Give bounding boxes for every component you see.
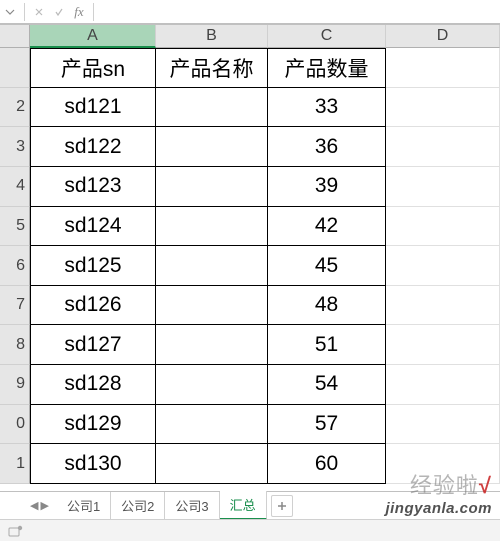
confirm-icon [49,2,69,22]
column-header-d[interactable]: D [386,25,500,48]
cell[interactable]: sd122 [30,127,156,167]
empty-cell[interactable] [386,88,500,128]
table-row: sd127 51 [30,325,500,365]
cell[interactable]: 33 [268,88,386,128]
cell[interactable] [156,365,268,405]
cell[interactable] [156,325,268,365]
cell[interactable] [156,246,268,286]
cell[interactable]: sd130 [30,444,156,484]
cell[interactable]: 57 [268,405,386,445]
header-cell[interactable]: 产品名称 [156,48,268,88]
formula-bar-separator [24,3,25,21]
row-header[interactable]: 1 [0,444,30,484]
row-header[interactable]: 3 [0,127,30,167]
row-header[interactable]: 8 [0,325,30,365]
cell[interactable]: sd127 [30,325,156,365]
row-header[interactable]: 4 [0,167,30,207]
empty-cell[interactable] [386,444,500,484]
column-headers: A B C D [30,25,500,48]
column-header-c[interactable]: C [268,25,386,48]
table-row: sd126 48 [30,286,500,326]
add-sheet-button[interactable] [271,495,293,517]
tab-nav-next-icon: ▶ [40,499,48,512]
row-header[interactable]: 7 [0,286,30,326]
cell[interactable]: sd124 [30,207,156,247]
row-headers: 2 3 4 5 6 7 8 9 0 1 [0,25,30,484]
cancel-icon [29,2,49,22]
column-header-a[interactable]: A [30,25,156,48]
sheet-tab[interactable]: 公司1 [57,492,111,519]
cell[interactable]: 54 [268,365,386,405]
cell[interactable] [156,167,268,207]
cell[interactable] [156,88,268,128]
header-cell[interactable]: 产品数量 [268,48,386,88]
cell[interactable]: 51 [268,325,386,365]
empty-cell[interactable] [386,48,500,88]
column-header-b[interactable]: B [156,25,268,48]
sheet-tab-active[interactable]: 汇总 [220,491,267,520]
formula-bar: fx [0,0,500,24]
tab-nav-prev-icon: ◀ [30,499,38,512]
name-box-dropdown[interactable] [0,2,20,22]
table-row: sd124 42 [30,207,500,247]
empty-cell[interactable] [386,167,500,207]
cells-area: 产品sn 产品名称 产品数量 sd121 33 sd122 36 sd123 3 [30,48,500,484]
cell[interactable]: sd121 [30,88,156,128]
plus-icon [276,500,288,512]
row-header[interactable]: 0 [0,405,30,445]
cell[interactable] [156,286,268,326]
fx-button[interactable]: fx [69,2,89,22]
row-header[interactable] [0,48,30,88]
cell[interactable] [156,127,268,167]
table-row: sd125 45 [30,246,500,286]
cell[interactable]: 45 [268,246,386,286]
sheet-tabs-bar: ◀ ▶ 公司1 公司2 公司3 汇总 [0,491,500,519]
cell[interactable]: 39 [268,167,386,207]
table-row: sd128 54 [30,365,500,405]
select-all-corner[interactable] [0,25,30,48]
record-macro-icon[interactable] [8,525,24,537]
row-header[interactable]: 9 [0,365,30,405]
empty-cell[interactable] [386,325,500,365]
row-header[interactable]: 6 [0,246,30,286]
formula-bar-separator-2 [93,3,94,21]
cell[interactable]: sd129 [30,405,156,445]
spreadsheet-grid: 2 3 4 5 6 7 8 9 0 1 A B C D 产品sn 产品名称 产品… [0,24,500,484]
table-row: sd130 60 [30,444,500,484]
empty-cell[interactable] [386,127,500,167]
cell[interactable]: 60 [268,444,386,484]
cell[interactable] [156,444,268,484]
cell[interactable]: 48 [268,286,386,326]
empty-cell[interactable] [386,365,500,405]
cell[interactable]: sd128 [30,365,156,405]
chevron-down-icon [5,7,15,17]
tab-nav-buttons[interactable]: ◀ ▶ [30,499,49,512]
empty-cell[interactable] [386,405,500,445]
header-cell[interactable]: 产品sn [30,48,156,88]
table-row: sd122 36 [30,127,500,167]
table-row: sd129 57 [30,405,500,445]
cell[interactable] [156,207,268,247]
table-row: sd121 33 [30,88,500,128]
empty-cell[interactable] [386,286,500,326]
row-header[interactable]: 5 [0,207,30,247]
sheet-tab[interactable]: 公司3 [165,492,219,519]
cell[interactable]: 42 [268,207,386,247]
empty-cell[interactable] [386,207,500,247]
table-header-row: 产品sn 产品名称 产品数量 [30,48,500,88]
cell[interactable]: 36 [268,127,386,167]
grid-columns-area: A B C D 产品sn 产品名称 产品数量 sd121 33 sd122 36 [30,25,500,484]
status-bar [0,519,500,541]
cell[interactable]: sd123 [30,167,156,207]
table-row: sd123 39 [30,167,500,207]
row-header[interactable]: 2 [0,88,30,128]
empty-cell[interactable] [386,246,500,286]
cell[interactable] [156,405,268,445]
cell[interactable]: sd126 [30,286,156,326]
cell[interactable]: sd125 [30,246,156,286]
sheet-tab[interactable]: 公司2 [111,492,165,519]
